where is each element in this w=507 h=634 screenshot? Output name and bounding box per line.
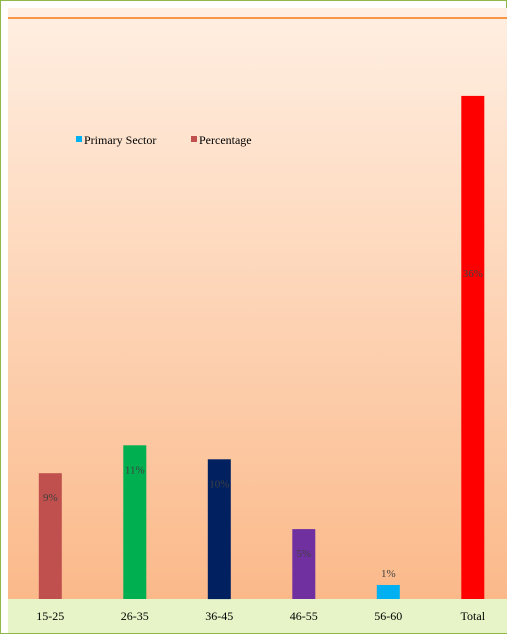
bars-layer [38, 95, 485, 600]
data-label-56-60: 1% [381, 568, 396, 580]
data-label-36-45: 10% [209, 478, 229, 490]
bar-total [461, 95, 485, 600]
x-axis-ticks: 15-25 26-35 36-45 46-55 56-60 Total [36, 609, 485, 623]
x-tick-label-46-55: 46-55 [290, 609, 318, 623]
plot-area [8, 8, 507, 599]
x-tick-label-15-25: 15-25 [36, 609, 64, 623]
legend-swatch-percentage [191, 136, 197, 142]
x-tick-label-56-60: 56-60 [374, 609, 402, 623]
bar-36-45 [207, 459, 231, 600]
data-label-46-55: 5% [296, 548, 311, 560]
x-tick-label-total: Total [461, 609, 486, 623]
legend-label-primary-sector: Primary Sector [84, 133, 156, 147]
category-axis-band [8, 599, 507, 633]
bar-26-35 [123, 445, 147, 599]
data-label-26-35: 11% [125, 464, 145, 476]
legend: Primary Sector Percentage [76, 133, 252, 147]
legend-swatch-primary-sector [76, 136, 82, 142]
x-tick-label-26-35: 26-35 [121, 609, 149, 623]
x-tick-label-36-45: 36-45 [205, 609, 233, 623]
data-label-15-25: 9% [43, 492, 58, 504]
bar-46-55 [292, 529, 316, 599]
legend-label-percentage: Percentage [199, 133, 252, 147]
data-label-total: 36% [463, 268, 483, 280]
data-labels-layer: 9% 11% 10% 5% 1% 36% [43, 268, 483, 580]
bar-56-60 [376, 585, 400, 599]
bar-15-25 [38, 473, 62, 599]
